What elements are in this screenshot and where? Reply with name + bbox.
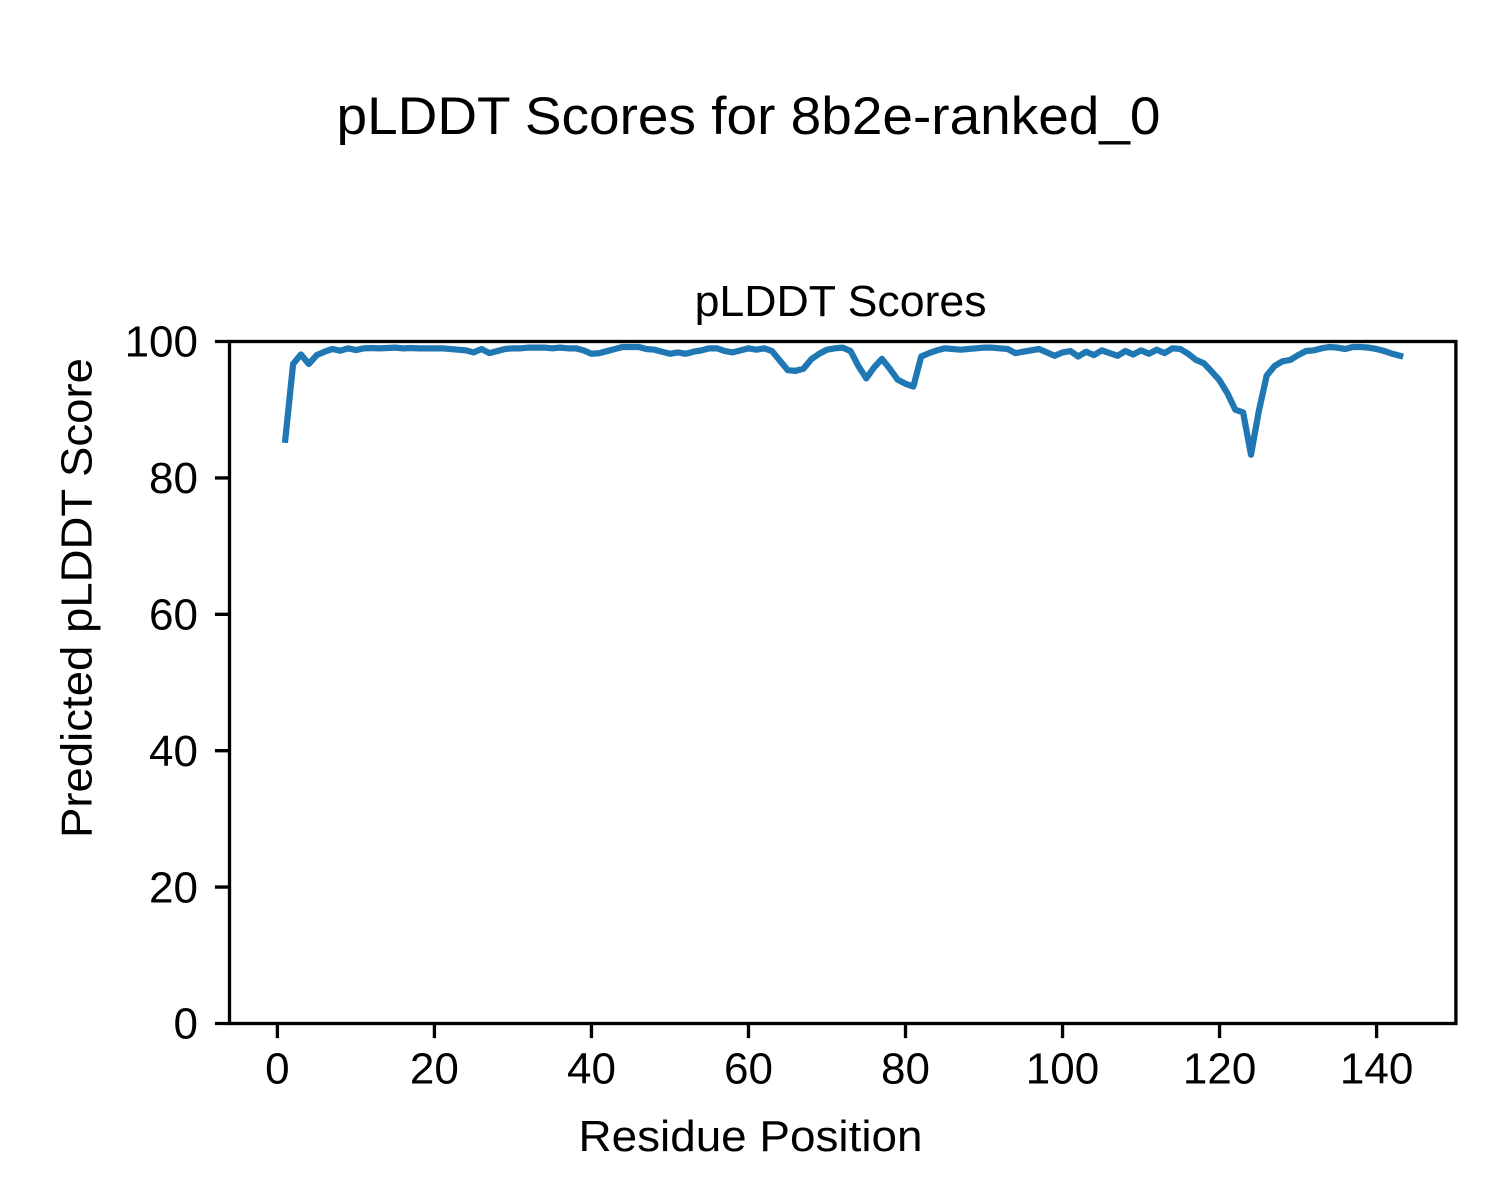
- svg-text:20: 20: [149, 863, 198, 912]
- svg-text:80: 80: [149, 454, 198, 503]
- svg-text:60: 60: [149, 591, 198, 640]
- svg-text:20: 20: [410, 1044, 459, 1093]
- svg-text:pLDDT Scores for 8b2e-ranked_0: pLDDT Scores for 8b2e-ranked_0: [337, 87, 1161, 146]
- svg-text:Predicted pLDDT Score: Predicted pLDDT Score: [52, 358, 101, 838]
- svg-text:140: 140: [1340, 1044, 1413, 1093]
- svg-text:0: 0: [174, 1000, 198, 1049]
- svg-text:0: 0: [265, 1044, 289, 1093]
- svg-text:pLDDT Scores: pLDDT Scores: [695, 277, 987, 326]
- svg-text:120: 120: [1183, 1044, 1256, 1093]
- svg-text:40: 40: [149, 727, 198, 776]
- svg-text:100: 100: [125, 318, 198, 367]
- svg-text:100: 100: [1026, 1044, 1099, 1093]
- svg-text:40: 40: [567, 1044, 616, 1093]
- svg-text:Residue Position: Residue Position: [579, 1112, 923, 1161]
- svg-text:60: 60: [724, 1044, 773, 1093]
- svg-text:80: 80: [881, 1044, 930, 1093]
